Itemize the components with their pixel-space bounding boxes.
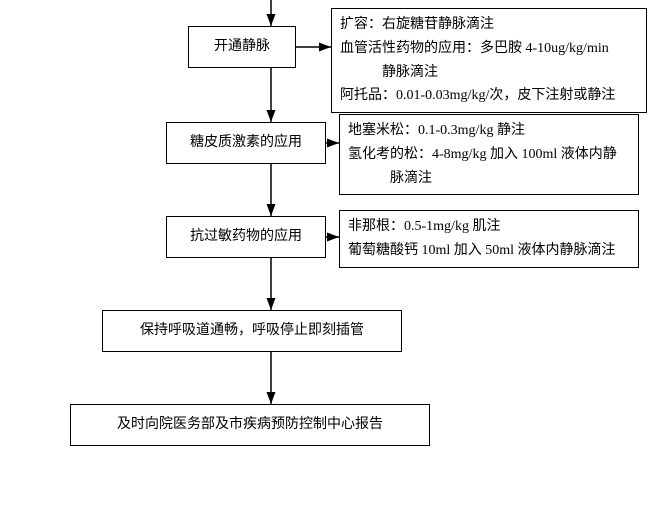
detail-line: 葡萄糖酸钙 10ml 加入 50ml 液体内静脉滴注: [348, 239, 630, 263]
detail-line: 非那根：0.5-1mg/kg 肌注: [348, 215, 630, 239]
node-label: 保持呼吸道通畅，呼吸停止即刻插管: [140, 320, 364, 342]
detail-line: 血管活性药物的应用：多巴胺 4-10ug/kg/min: [340, 37, 638, 61]
detail-line: 扩容：右旋糖苷静脉滴注: [340, 13, 638, 37]
detail-glucocorticoid: 地塞米松：0.1-0.3mg/kg 静注 氢化考的松：4-8mg/kg 加入 1…: [339, 114, 639, 195]
detail-line: 氢化考的松：4-8mg/kg 加入 100ml 液体内静: [348, 143, 630, 167]
detail-vein: 扩容：右旋糖苷静脉滴注 血管活性药物的应用：多巴胺 4-10ug/kg/min …: [331, 8, 647, 113]
node-label: 抗过敏药物的应用: [190, 226, 302, 248]
detail-antiallergy: 非那根：0.5-1mg/kg 肌注 葡萄糖酸钙 10ml 加入 50ml 液体内…: [339, 210, 639, 268]
node-label: 及时向院医务部及市疾病预防控制中心报告: [117, 414, 383, 436]
node-airway: 保持呼吸道通畅，呼吸停止即刻插管: [102, 310, 402, 352]
node-label: 糖皮质激素的应用: [190, 132, 302, 154]
detail-line: 地塞米松：0.1-0.3mg/kg 静注: [348, 119, 630, 143]
node-glucocorticoid: 糖皮质激素的应用: [166, 122, 326, 164]
node-label: 开通静脉: [214, 36, 270, 58]
detail-line: 脉滴注: [348, 167, 630, 191]
node-report: 及时向院医务部及市疾病预防控制中心报告: [70, 404, 430, 446]
node-open-vein: 开通静脉: [188, 26, 296, 68]
node-antiallergy: 抗过敏药物的应用: [166, 216, 326, 258]
detail-line: 静脉滴注: [340, 61, 638, 85]
detail-line: 阿托品：0.01-0.03mg/kg/次，皮下注射或静注: [340, 84, 638, 108]
